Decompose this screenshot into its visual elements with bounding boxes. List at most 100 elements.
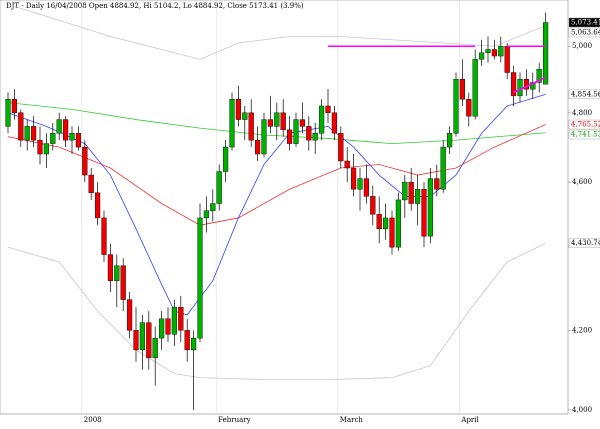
candle-body: [203, 210, 210, 219]
candle-body: [274, 112, 280, 127]
price-label: 5,063.64: [571, 28, 600, 36]
candle-body: [319, 105, 325, 134]
candle-body: [280, 112, 286, 131]
candle-body: [235, 99, 242, 120]
candle-body: [383, 217, 389, 230]
candle-body: [338, 133, 344, 162]
overlay-line: [7, 93, 546, 316]
candle-body: [325, 105, 331, 113]
candle-body: [511, 72, 517, 97]
candle-body: [216, 171, 222, 204]
candle-body: [389, 217, 395, 248]
candle-body: [421, 189, 427, 237]
candle-body: [415, 189, 421, 204]
candle-body: [178, 307, 184, 331]
candle-body: [75, 133, 82, 148]
candle-body: [498, 46, 504, 57]
candle-body: [120, 265, 126, 300]
candle-body: [287, 129, 293, 144]
candle-body: [363, 178, 370, 197]
candle-body: [88, 174, 94, 193]
candle-body: [306, 126, 312, 141]
candle-body: [376, 214, 382, 230]
candle-body: [101, 217, 107, 255]
candle-body: [485, 49, 491, 53]
candle-body: [523, 78, 530, 90]
overlay-line: [7, 242, 546, 381]
candle-body: [453, 78, 459, 134]
candle-body: [440, 146, 446, 190]
candle-body: [242, 112, 248, 120]
candle-body: [50, 133, 56, 144]
candle-body: [408, 181, 414, 204]
price-label-box: [568, 238, 600, 248]
candle-body: [543, 22, 549, 85]
x-tick-label: March: [340, 416, 364, 424]
candle-body: [267, 119, 274, 127]
x-tick-label: February: [218, 416, 250, 424]
y-tick-label: 5,000: [572, 42, 592, 50]
price-label: 4,430.74: [571, 239, 600, 247]
candle-body: [184, 330, 190, 351]
candle-body: [63, 119, 69, 141]
candle-body: [427, 178, 434, 237]
y-tick-label: 4,800: [572, 109, 592, 117]
candle-body: [146, 322, 152, 358]
candle-body: [222, 146, 229, 172]
candle-body: [504, 46, 510, 73]
candle-body: [466, 99, 472, 117]
candle-body: [479, 52, 485, 60]
price-label: 4,741.53: [571, 131, 600, 139]
y-tick-label: 4,000: [572, 406, 592, 414]
candle-body: [171, 307, 178, 335]
price-label: 5,073.41: [571, 18, 600, 26]
x-tick-label: April: [460, 416, 479, 424]
candle-body: [158, 318, 165, 339]
candle-body: [24, 126, 30, 141]
candle-body: [229, 99, 235, 148]
chart-title: DJT - Daily 16/04/2008 Open 4884.92, Hi …: [6, 2, 304, 10]
price-label-box: [568, 119, 600, 130]
candle-body: [210, 203, 216, 211]
overlay-line: [7, 4, 546, 60]
candle-body: [370, 196, 376, 215]
price-label: 4,765.52: [571, 121, 600, 129]
candle-body: [18, 112, 24, 141]
candle-body: [139, 322, 146, 351]
candle-body: [536, 69, 542, 83]
candle-body: [312, 133, 318, 141]
candle-body: [248, 112, 254, 141]
x-tick-label: 2008: [84, 416, 102, 424]
candle-body: [82, 146, 88, 176]
candle-body: [107, 254, 114, 281]
y-tick-label: 4,600: [572, 178, 592, 186]
candle-body: [190, 337, 197, 351]
y-tick-label: 4,200: [572, 326, 592, 334]
candle-body: [43, 143, 50, 155]
candle-body: [261, 119, 267, 155]
candle-body: [357, 178, 363, 190]
candle-body: [69, 133, 75, 141]
candle-body: [351, 167, 357, 190]
candle-body: [344, 160, 350, 169]
candle-body: [11, 99, 18, 113]
candle-body: [133, 330, 139, 351]
candle-body: [299, 119, 306, 127]
candle-body: [114, 265, 120, 281]
candle-body: [165, 318, 171, 335]
candle-body: [472, 59, 478, 117]
candle-body: [331, 112, 338, 134]
price-label-box: [568, 89, 600, 100]
price-label-box: [568, 129, 600, 140]
candle-body: [447, 133, 453, 148]
candle-body: [126, 299, 133, 331]
overlay-line: [7, 124, 546, 226]
annotation-line: [513, 76, 546, 94]
price-label: 4,854.56: [571, 90, 600, 98]
candle-body: [395, 199, 402, 248]
candle-body: [517, 78, 523, 97]
candle-body: [459, 78, 466, 100]
candle-body: [37, 139, 43, 155]
price-label-box: [568, 17, 600, 28]
